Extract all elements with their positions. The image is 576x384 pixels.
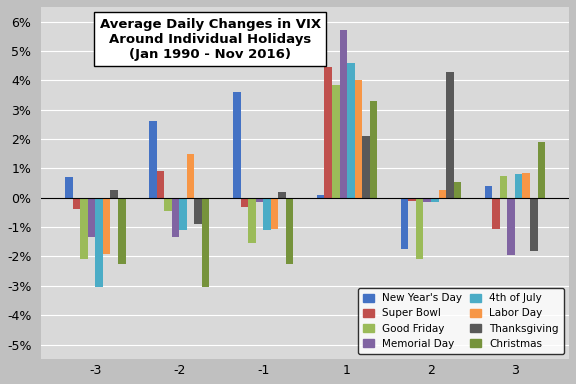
Bar: [271, 198, 278, 228]
Bar: [286, 198, 293, 264]
Bar: [88, 198, 96, 237]
Legend: New Year's Day, Super Bowl, Good Friday, Memorial Day, 4th of July, Labor Day, T: New Year's Day, Super Bowl, Good Friday,…: [358, 288, 564, 354]
Bar: [347, 63, 355, 198]
Bar: [118, 198, 126, 264]
Bar: [233, 92, 241, 198]
Bar: [324, 67, 332, 198]
Bar: [172, 198, 179, 237]
Bar: [416, 198, 423, 259]
Bar: [157, 171, 164, 198]
Bar: [454, 182, 461, 198]
Bar: [431, 198, 438, 202]
Bar: [484, 186, 492, 198]
Bar: [164, 198, 172, 211]
Bar: [80, 198, 88, 259]
Bar: [530, 198, 537, 251]
Bar: [423, 198, 431, 202]
Bar: [401, 198, 408, 249]
Bar: [278, 192, 286, 198]
Bar: [73, 198, 80, 210]
Bar: [355, 80, 362, 198]
Bar: [256, 198, 263, 202]
Bar: [492, 198, 500, 228]
Text: Average Daily Changes in VIX
Around Individual Holidays
(Jan 1990 - Nov 2016): Average Daily Changes in VIX Around Indi…: [100, 18, 321, 61]
Bar: [149, 121, 157, 198]
Bar: [187, 154, 194, 198]
Bar: [179, 198, 187, 230]
Bar: [263, 198, 271, 230]
Bar: [446, 71, 454, 198]
Bar: [500, 176, 507, 198]
Bar: [96, 198, 103, 287]
Bar: [507, 198, 515, 255]
Bar: [438, 190, 446, 198]
Bar: [103, 198, 111, 253]
Bar: [194, 198, 202, 224]
Bar: [522, 173, 530, 198]
Bar: [248, 198, 256, 243]
Bar: [317, 195, 324, 198]
Bar: [515, 174, 522, 198]
Bar: [537, 142, 545, 198]
Bar: [241, 198, 248, 207]
Bar: [332, 85, 339, 198]
Bar: [111, 190, 118, 198]
Bar: [370, 101, 377, 198]
Bar: [339, 30, 347, 198]
Bar: [65, 177, 73, 198]
Bar: [408, 198, 416, 201]
Bar: [202, 198, 210, 287]
Bar: [362, 136, 370, 198]
